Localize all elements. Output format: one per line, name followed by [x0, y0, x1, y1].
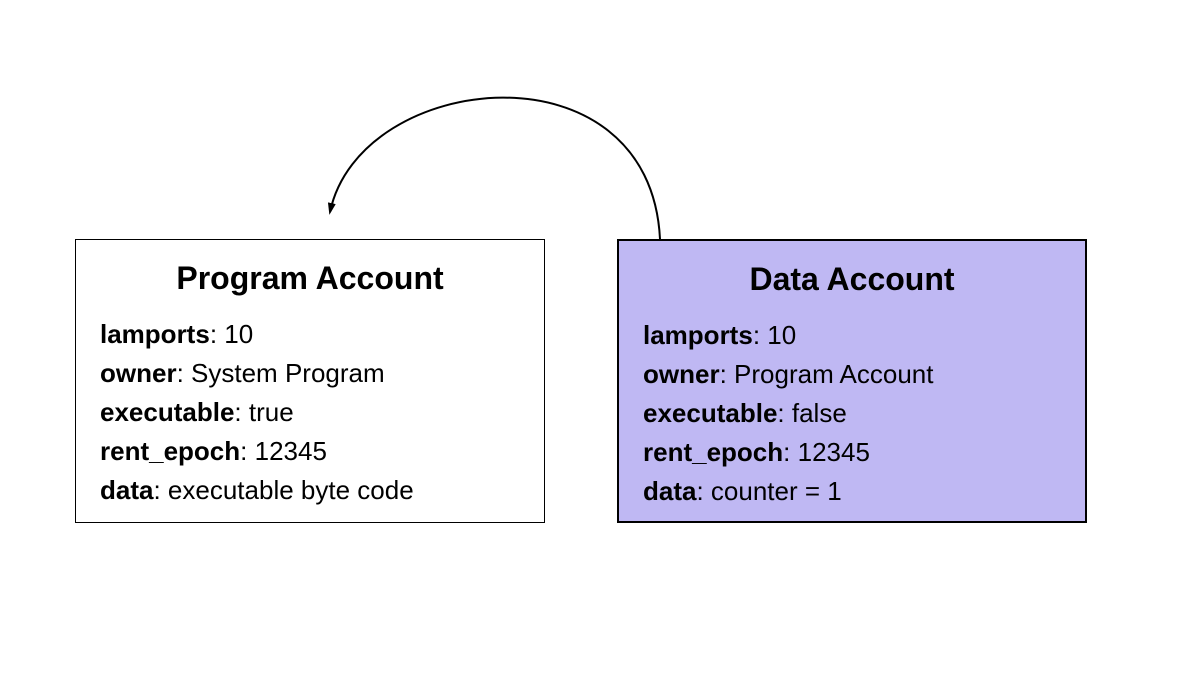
field-row: lamports: 10	[100, 315, 520, 354]
field-value: Program Account	[734, 359, 933, 389]
field-key: rent_epoch	[643, 437, 783, 467]
field-row: rent_epoch: 12345	[643, 433, 1061, 472]
field-value: executable byte code	[168, 475, 414, 505]
field-key: owner	[643, 359, 720, 389]
field-value: 12345	[798, 437, 870, 467]
field-row: data: executable byte code	[100, 471, 520, 510]
field-key: rent_epoch	[100, 436, 240, 466]
field-value: 12345	[255, 436, 327, 466]
edge-data-account-to-program-account	[330, 98, 660, 239]
field-separator: :	[753, 320, 767, 350]
field-separator: :	[777, 398, 791, 428]
field-value: true	[249, 397, 294, 427]
field-separator: :	[240, 436, 254, 466]
field-row: rent_epoch: 12345	[100, 432, 520, 471]
node-data-account: Data Accountlamports: 10owner: Program A…	[617, 239, 1087, 523]
field-row: executable: true	[100, 393, 520, 432]
field-separator: :	[177, 358, 191, 388]
field-list: lamports: 10owner: System Programexecuta…	[100, 315, 520, 510]
field-list: lamports: 10owner: Program Accountexecut…	[643, 316, 1061, 511]
field-key: data	[100, 475, 153, 505]
field-row: owner: System Program	[100, 354, 520, 393]
field-value: System Program	[191, 358, 385, 388]
field-separator: :	[783, 437, 797, 467]
field-row: data: counter = 1	[643, 472, 1061, 511]
field-separator: :	[696, 476, 710, 506]
field-row: owner: Program Account	[643, 355, 1061, 394]
node-title: Data Account	[643, 261, 1061, 298]
field-separator: :	[153, 475, 167, 505]
field-separator: :	[720, 359, 734, 389]
field-separator: :	[210, 319, 224, 349]
field-key: data	[643, 476, 696, 506]
field-key: lamports	[100, 319, 210, 349]
field-key: owner	[100, 358, 177, 388]
field-key: lamports	[643, 320, 753, 350]
field-value: 10	[767, 320, 796, 350]
field-value: 10	[224, 319, 253, 349]
field-separator: :	[234, 397, 248, 427]
field-value: false	[792, 398, 847, 428]
field-row: executable: false	[643, 394, 1061, 433]
node-title: Program Account	[100, 260, 520, 297]
node-program-account: Program Accountlamports: 10owner: System…	[75, 239, 545, 523]
field-key: executable	[100, 397, 234, 427]
diagram-root: Program Accountlamports: 10owner: System…	[0, 0, 1200, 700]
field-value: counter = 1	[711, 476, 842, 506]
field-key: executable	[643, 398, 777, 428]
field-row: lamports: 10	[643, 316, 1061, 355]
